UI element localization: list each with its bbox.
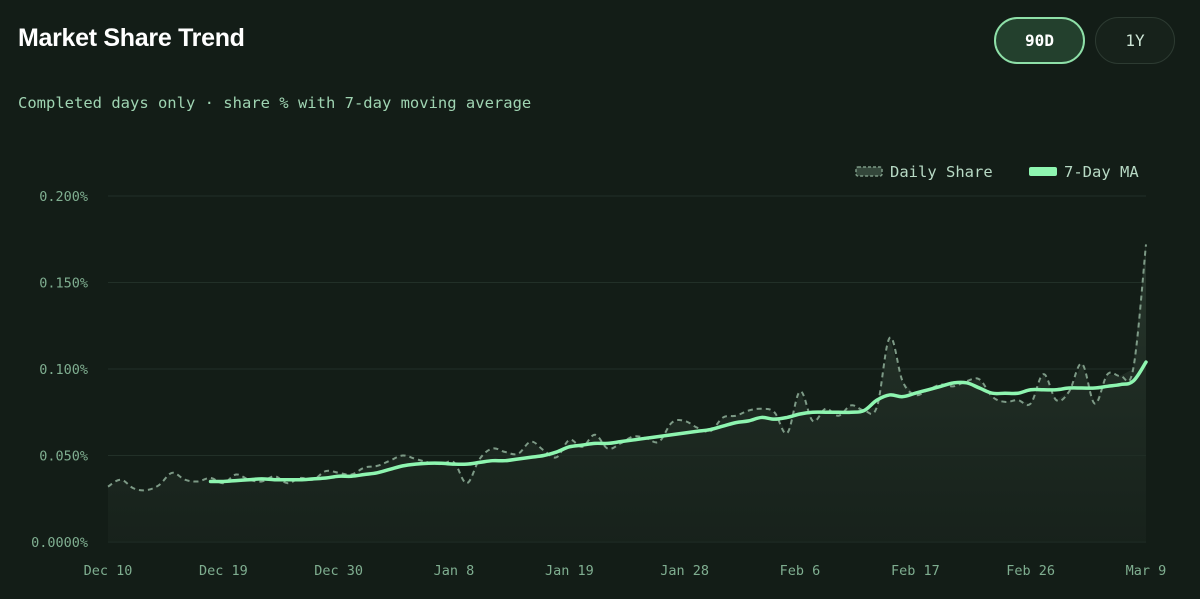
range-1y-button[interactable]: 1Y (1095, 17, 1175, 64)
x-tick-label: Feb 17 (891, 563, 940, 579)
x-tick-label: Dec 19 (199, 563, 248, 579)
legend-label-daily-share: Daily Share (890, 163, 993, 181)
x-tick-label: Feb 26 (1006, 563, 1055, 579)
x-tick-label: Dec 30 (314, 563, 363, 579)
x-tick-label: Jan 19 (545, 563, 594, 579)
y-tick-label: 0.050% (39, 449, 88, 465)
x-tick-label: Jan 8 (434, 563, 475, 579)
chart-subtitle: Completed days only · share % with 7-day… (18, 94, 532, 112)
y-tick-label: 0.100% (39, 362, 88, 378)
legend-swatch-daily-share (855, 166, 883, 177)
x-tick-label: Mar 9 (1126, 563, 1167, 579)
ma-7day-line (208, 360, 1148, 484)
y-tick-label: 0.0000% (31, 535, 88, 551)
x-tick-label: Jan 28 (660, 563, 709, 579)
y-tick-label: 0.150% (39, 276, 88, 292)
legend-label-7day-ma: 7-Day MA (1064, 163, 1139, 181)
legend-swatch-7day-ma (1029, 167, 1057, 176)
x-tick-label: Feb 6 (780, 563, 821, 579)
range-90d-button[interactable]: 90D (994, 17, 1085, 64)
chart-title: Market Share Trend (18, 24, 245, 52)
x-tick-label: Dec 10 (84, 563, 133, 579)
daily-share-line (107, 244, 1147, 492)
y-tick-label: 0.200% (39, 189, 88, 205)
